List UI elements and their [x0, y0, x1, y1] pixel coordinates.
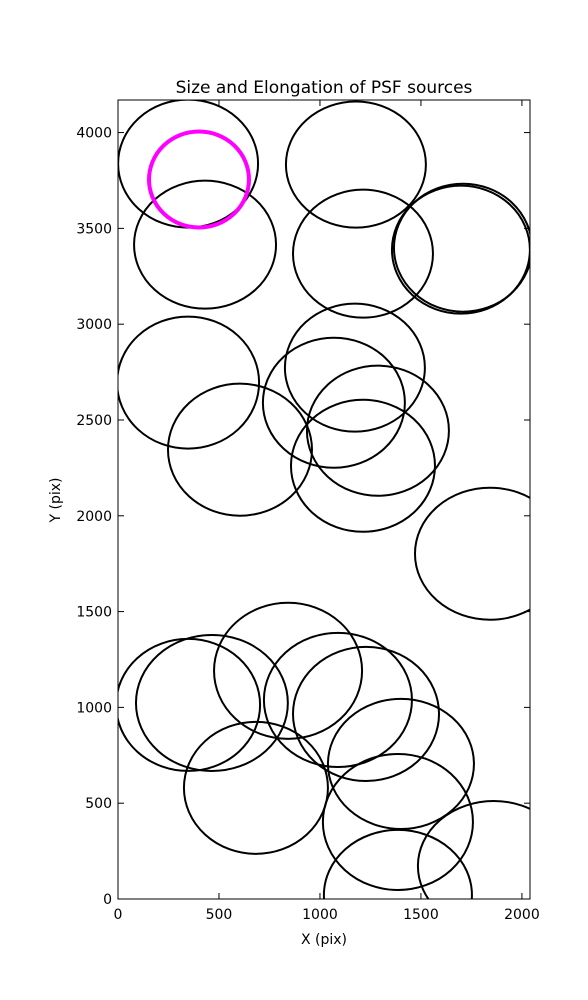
x-tick-label: 1000 [302, 907, 338, 923]
x-axis-label: X (pix) [301, 932, 347, 948]
psf-ellipse [393, 182, 530, 313]
y-axis-label: Y (pix) [48, 478, 64, 524]
x-tick-label: 1500 [403, 907, 439, 923]
y-tick-label: 3000 [76, 317, 112, 333]
psf-ellipse [416, 800, 530, 899]
y-tick-label: 0 [103, 892, 112, 908]
psf-ellipse [414, 486, 530, 621]
y-tick-label: 1000 [76, 700, 112, 716]
psf-ellipse [261, 336, 406, 469]
y-tick-label: 500 [85, 796, 112, 812]
highlight-ellipse [147, 129, 251, 230]
psf-ellipse [213, 601, 364, 740]
y-tick-label: 3500 [76, 221, 112, 237]
psf-ellipse [291, 645, 441, 782]
psf-ellipse [284, 100, 427, 229]
psf-ellipse [283, 302, 426, 433]
x-tick-label: 0 [114, 907, 123, 923]
psf-ellipse [326, 697, 475, 830]
psf-ellipse [118, 315, 261, 450]
psf-ellipse [305, 364, 450, 497]
psf-ellipse [289, 398, 436, 533]
x-tick-label: 2000 [504, 907, 540, 923]
plot-area [118, 100, 530, 899]
psf-ellipse [322, 828, 473, 899]
chart-title: Size and Elongation of PSF sources [176, 78, 473, 98]
psf-ellipse [321, 752, 474, 891]
y-tick-label: 2500 [76, 413, 112, 429]
y-tick-label: 1500 [76, 605, 112, 621]
psf-ellipse [291, 188, 434, 319]
psf-ellipse [182, 720, 329, 855]
x-tick-label: 500 [206, 907, 233, 923]
psf-ellipse [134, 633, 289, 773]
psf-ellipse [133, 179, 278, 310]
y-tick-label: 2000 [76, 509, 112, 525]
psf-ellipse [166, 382, 313, 517]
y-tick-label: 4000 [76, 126, 112, 142]
axes-frame [117, 99, 531, 900]
